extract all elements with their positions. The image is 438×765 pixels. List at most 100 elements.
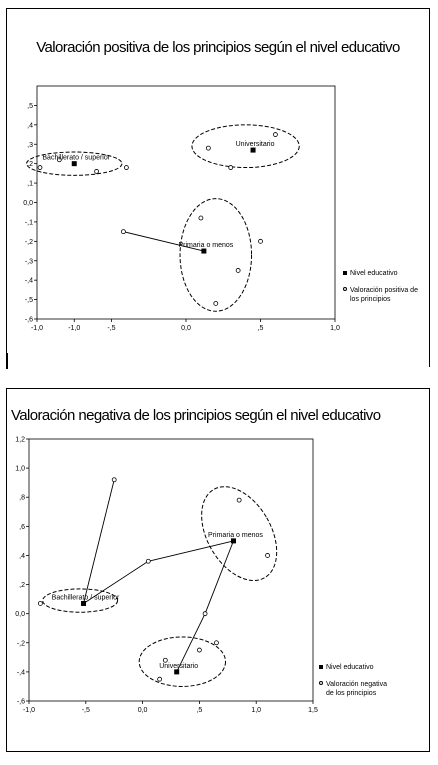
legend: Nivel educativo Valoración positiva de l…	[343, 269, 420, 312]
y-tick-label: -,6	[25, 317, 33, 324]
y-tick-label: 0,0	[15, 611, 25, 618]
education-level-label: Primaria o menos	[208, 532, 263, 539]
y-tick-label: -,5	[25, 297, 33, 304]
principle-point	[258, 238, 263, 244]
y-tick-label: -,2	[17, 640, 25, 647]
education-level-point	[174, 669, 180, 675]
chart-title: Valoración negativa de los principios se…	[11, 407, 381, 424]
y-tick-label: ,2	[27, 161, 33, 168]
principle-point	[196, 647, 202, 653]
connector-line	[148, 540, 234, 562]
chart-title: Valoración positiva de los principios se…	[36, 39, 400, 56]
y-tick-label: -,2	[25, 239, 33, 246]
principle-point	[272, 132, 278, 137]
cluster-ellipse	[179, 198, 253, 312]
plot-area	[28, 438, 314, 702]
education-level-point	[201, 248, 207, 254]
x-tick-label: -,5	[82, 707, 90, 714]
principle-point	[124, 165, 129, 170]
principle-point	[111, 477, 117, 483]
y-tick-label: ,2	[19, 582, 25, 589]
y-tick-label: ,5	[27, 103, 33, 110]
education-level-point	[250, 147, 256, 153]
x-tick-label: ,5	[258, 325, 264, 332]
connector-line	[83, 479, 115, 604]
y-tick-label: 1,2	[15, 437, 25, 444]
principle-point	[56, 157, 62, 163]
education-level-point	[71, 161, 77, 167]
plot-area	[36, 85, 336, 320]
principle-point	[235, 268, 241, 273]
principle-point	[228, 165, 234, 170]
legend-item-square: Nivel educativo	[319, 663, 396, 672]
cluster-ellipse	[26, 151, 123, 176]
principle-point	[198, 215, 204, 221]
y-tick-label: 0,0	[23, 200, 33, 207]
education-level-label: Universitario	[159, 663, 198, 670]
square-marker-icon	[343, 271, 347, 275]
principle-point	[37, 601, 43, 606]
principle-point	[121, 229, 126, 235]
circle-marker-icon	[343, 287, 347, 291]
principle-point	[94, 169, 99, 174]
legend-label: Nivel educativo	[326, 664, 374, 671]
x-tick-label: 1,0	[251, 707, 261, 714]
y-tick-label: ,4	[27, 122, 33, 129]
connector-line	[176, 613, 206, 673]
legend-item-circle: Valoración negativa de los principios	[319, 680, 396, 698]
legend-label: Nivel educativo	[350, 270, 398, 277]
legend-label: Valoración negativa de los principios	[326, 681, 387, 697]
principle-point	[202, 611, 208, 617]
y-tick-label: -,4	[17, 669, 25, 676]
y-tick-label: -,1	[25, 219, 33, 226]
x-tick-label: 1,5	[308, 707, 318, 714]
education-level-point	[230, 538, 236, 544]
y-tick-label: -,4	[25, 278, 33, 285]
x-tick-label: ,5	[196, 707, 202, 714]
connector-line	[204, 540, 234, 614]
y-tick-label: 1,0	[15, 466, 25, 473]
x-tick-label: 0,0	[181, 325, 191, 332]
connector-line	[123, 231, 204, 252]
principle-point	[236, 497, 242, 503]
x-tick-label: -1,0	[68, 325, 80, 332]
principle-point	[214, 640, 219, 646]
x-tick-label: -,5	[107, 325, 115, 332]
principle-point	[213, 301, 219, 306]
x-tick-label: 0,0	[138, 707, 148, 714]
y-tick-label: -,3	[25, 258, 33, 265]
principle-point	[157, 676, 163, 682]
principle-point	[145, 558, 151, 564]
square-marker-icon	[319, 665, 323, 669]
y-tick-label: ,8	[19, 495, 25, 502]
circle-marker-icon	[319, 681, 323, 685]
cluster-ellipse	[42, 588, 119, 613]
y-tick-label: ,4	[19, 553, 25, 560]
y-tick-label: -,6	[17, 699, 25, 706]
principle-point	[265, 553, 270, 558]
education-level-label: Primaria o menos	[178, 242, 233, 249]
principle-point	[205, 145, 211, 151]
x-tick-label: 1,0	[330, 325, 340, 332]
education-level-label: Bachillerato / superior	[42, 155, 110, 162]
cluster-ellipse	[191, 124, 300, 169]
education-level-point	[81, 600, 87, 606]
x-tick-label: -1,0	[23, 707, 35, 714]
connector-line	[83, 560, 149, 604]
principle-point	[162, 657, 168, 663]
y-tick-label: ,3	[27, 142, 33, 149]
positive-valuation-chart: ,5,4,3,2,10,0-,1-,2-,3-,4-,5-,6-1,0 -1,0-…	[23, 85, 340, 332]
cluster-ellipse	[138, 636, 227, 687]
negative-valuation-panel: Valoración negativa de los principios se…	[6, 388, 430, 752]
education-level-label: Bachillerato / superior	[52, 594, 120, 601]
principle-point	[37, 165, 43, 170]
negative-valuation-chart: 1,2 1,0 ,8 ,6 ,4 ,2 0,0 -,2 -,4 -,6-1,0 -,5 0,0 ,5 1,…	[15, 437, 318, 715]
legend-item-square: Nivel educativo	[343, 269, 420, 278]
y-tick-label: ,1	[27, 181, 33, 188]
legend-label: Valoración positiva de los principios	[350, 287, 418, 303]
y-tick-label: ,6	[19, 524, 25, 531]
positive-valuation-panel: Valoración positiva de los principios se…	[6, 8, 430, 369]
x-tick-label: -1,0	[31, 325, 43, 332]
legend-item-circle: Valoración positiva de los principios	[343, 286, 420, 304]
legend: Nivel educativo Valoración negativa de l…	[319, 663, 396, 706]
